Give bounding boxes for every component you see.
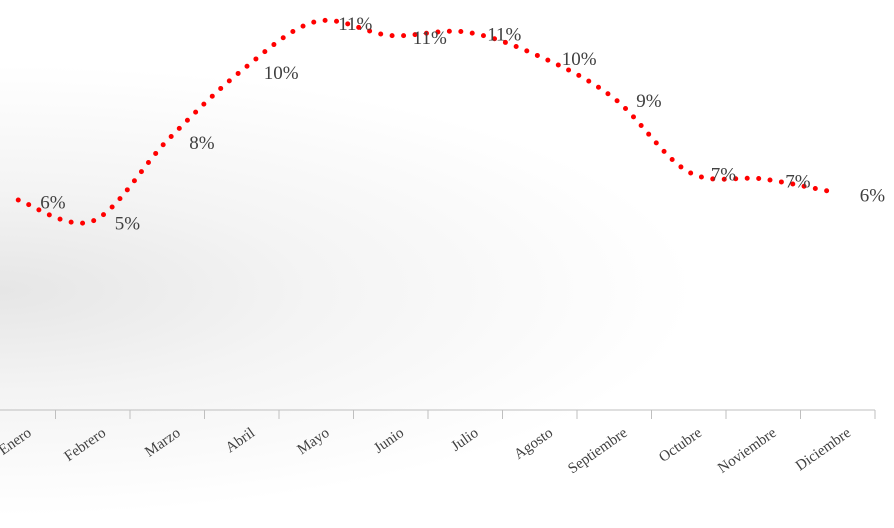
x-tick-label: Julio (448, 425, 481, 455)
data-label: 11% (338, 14, 372, 35)
line (15, 17, 841, 226)
x-tick-label: Febrero (62, 425, 109, 465)
x-tick-label: Noviembre (715, 425, 780, 477)
data-label: 6% (860, 185, 886, 206)
x-tick-label: Septiembre (565, 425, 630, 477)
data-label: 7% (711, 164, 737, 185)
x-tick-label: Agosto (511, 425, 556, 463)
data-label: 6% (40, 192, 66, 213)
x-tick-label: Marzo (142, 425, 183, 461)
data-label: 8% (189, 133, 215, 154)
data-label: 10% (264, 63, 299, 84)
data-label: 11% (487, 24, 521, 45)
x-tick-label: Mayo (295, 425, 333, 458)
data-label: 9% (636, 91, 662, 112)
data-label: 10% (562, 49, 597, 70)
x-tick-label: Enero (0, 425, 35, 459)
data-label: 11% (413, 28, 447, 49)
x-tick-label: Junio (371, 425, 407, 457)
data-label: 5% (115, 213, 141, 234)
x-tick-label: Octubre (656, 425, 705, 466)
data-label: 7% (785, 171, 811, 192)
x-tick-label: Abril (223, 425, 258, 456)
x-tick-label: Diciembre (793, 425, 854, 475)
